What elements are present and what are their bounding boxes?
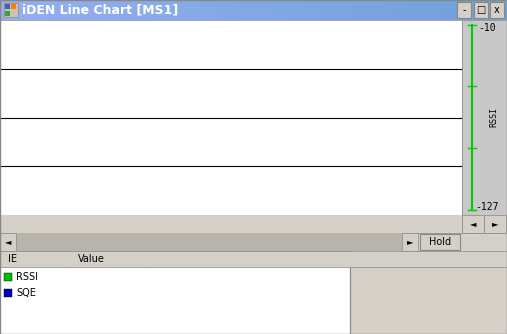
Bar [0,215,462,233]
Bar [186,0,204,20]
Bar [338,0,356,20]
Bar [0,20,462,215]
Bar [389,0,407,20]
Bar [51,0,68,20]
Bar [0,251,507,334]
Bar [270,0,288,20]
Bar [237,0,255,20]
Bar [0,251,507,267]
Text: iDEN Line Chart [MS1]: iDEN Line Chart [MS1] [22,3,178,16]
Bar [456,0,474,20]
Bar [350,251,507,334]
Bar [402,233,418,251]
Bar [406,0,423,20]
Bar [220,0,238,20]
Bar [203,0,221,20]
Bar [304,0,322,20]
Text: Hold: Hold [429,237,451,247]
Bar [254,0,271,20]
Bar [67,0,86,20]
Bar [85,0,102,20]
Bar [135,0,153,20]
Text: RSSI: RSSI [16,272,38,282]
Bar [372,0,390,20]
Bar [287,0,305,20]
Bar [5,4,10,9]
Bar [152,0,170,20]
Text: IE: IE [8,254,17,264]
Bar [4,3,18,17]
Bar [462,20,507,233]
Text: ◄: ◄ [5,237,11,246]
Bar [0,0,18,20]
Bar [11,4,16,9]
Bar [118,0,136,20]
Text: ◄: ◄ [470,219,476,228]
Bar [101,0,119,20]
Text: □: □ [477,5,486,15]
Bar [422,0,441,20]
Bar [462,215,484,233]
Bar [4,289,12,297]
Bar [490,0,507,20]
Bar [4,273,12,281]
Bar [484,215,506,233]
Bar [5,11,10,16]
Bar [420,234,460,250]
Text: ►: ► [492,219,498,228]
Text: -: - [462,5,466,15]
Text: SQE: SQE [16,288,36,298]
Bar [17,0,35,20]
Text: RSSI: RSSI [489,107,498,127]
Text: -10: -10 [478,23,496,33]
Text: Value: Value [78,254,105,264]
Bar [490,2,504,18]
Bar [169,0,187,20]
Bar [321,0,339,20]
Bar [473,0,491,20]
Bar [440,0,457,20]
Text: ►: ► [407,237,413,246]
Bar [457,2,471,18]
Bar [355,0,373,20]
Text: x: x [494,5,500,15]
Bar [0,233,507,251]
Bar [16,233,402,251]
Bar [474,2,488,18]
Bar [0,233,16,251]
Bar [34,0,52,20]
Text: -127: -127 [475,202,499,212]
